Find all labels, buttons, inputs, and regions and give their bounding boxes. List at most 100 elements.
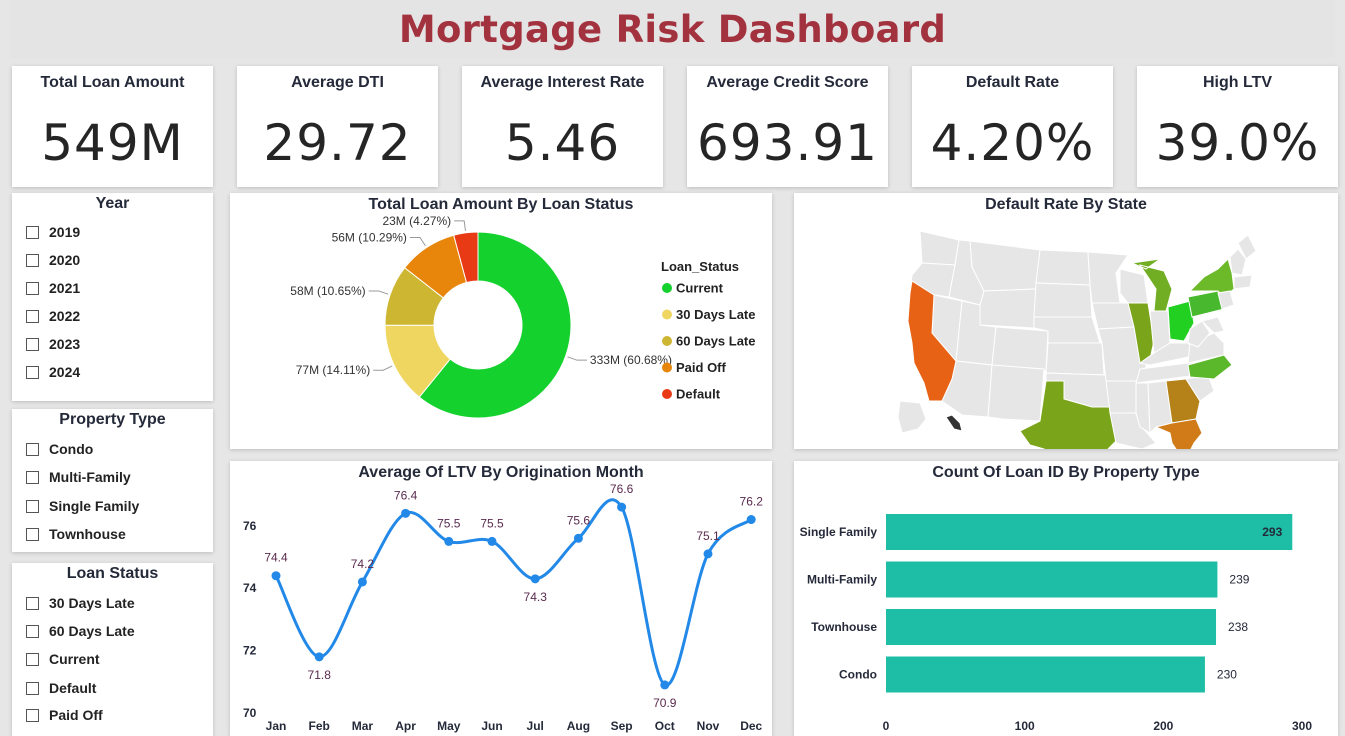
- kpi-card-average-dti[interactable]: Average DTI 29.72: [237, 66, 438, 187]
- checkbox-icon[interactable]: [26, 681, 39, 695]
- property-bar-card[interactable]: Count Of Loan ID By Property Type Single…: [794, 461, 1338, 736]
- kpi-value: 549M: [41, 114, 184, 172]
- ltv-point-feb[interactable]: [314, 652, 324, 662]
- default-rate-map-card[interactable]: Default Rate By State: [794, 193, 1338, 449]
- donut-chart[interactable]: 333M (60.68%) 77M (14.11%) 58M (10.65%) 56M…: [230, 193, 772, 449]
- state-fl[interactable]: [1154, 418, 1203, 449]
- state-md-de[interactable]: [1201, 316, 1225, 334]
- bar-single-family[interactable]: [886, 514, 1293, 550]
- bar-townhouse[interactable]: [886, 609, 1217, 645]
- year-option-2023[interactable]: 2023: [26, 334, 80, 354]
- checkbox-icon[interactable]: [26, 624, 39, 638]
- year-option-2019[interactable]: 2019: [26, 222, 80, 242]
- ltv-line-card[interactable]: Average Of LTV By Origination Month 70 72…: [230, 461, 772, 736]
- checkbox-icon[interactable]: [26, 281, 39, 295]
- property-option-multi-family[interactable]: Multi-Family: [26, 467, 131, 487]
- checkbox-icon[interactable]: [26, 365, 39, 379]
- ltv-line-chart[interactable]: 70 72 74 76 Jan Feb Mar Apr May Jun Jul Aug Sep Oct N…: [230, 461, 772, 736]
- state-oh[interactable]: [1167, 300, 1195, 342]
- us-state-map[interactable]: [794, 193, 1338, 449]
- legend-marker: [662, 362, 672, 373]
- state-co[interactable]: [991, 326, 1049, 372]
- checkbox-icon[interactable]: [26, 499, 39, 513]
- checkbox-icon[interactable]: [26, 470, 39, 484]
- checkbox-icon[interactable]: [26, 309, 39, 323]
- ltv-point-oct[interactable]: [660, 680, 670, 690]
- state-vt-nh[interactable]: [1229, 248, 1247, 276]
- ltv-point-sep[interactable]: [617, 502, 627, 512]
- legend-item-60-days-late[interactable]: 60 Days Late: [676, 334, 756, 349]
- donut-slice-default[interactable]: [453, 231, 479, 284]
- state-nm[interactable]: [987, 364, 1045, 422]
- property-option-condo[interactable]: Condo: [26, 439, 93, 459]
- property-option-single-family[interactable]: Single Family: [26, 496, 139, 516]
- ltv-point-jan[interactable]: [271, 571, 281, 581]
- bar-multi-family[interactable]: [886, 561, 1218, 598]
- donut-leader-line: [373, 365, 393, 371]
- state-tx[interactable]: [1019, 380, 1117, 449]
- ltv-point-jul[interactable]: [530, 574, 540, 584]
- year-option-2021[interactable]: 2021: [26, 278, 80, 298]
- state-ma-ct[interactable]: [1233, 274, 1253, 290]
- status-option-30-days-late[interactable]: 30 Days Late: [26, 593, 135, 613]
- ltv-point-mar[interactable]: [357, 577, 367, 587]
- state-ar[interactable]: [1105, 380, 1141, 414]
- checkbox-icon[interactable]: [26, 225, 39, 239]
- checkbox-icon[interactable]: [26, 442, 39, 456]
- ltv-point-nov[interactable]: [703, 549, 713, 559]
- state-ks[interactable]: [1045, 342, 1105, 376]
- year-option-2020[interactable]: 2020: [26, 250, 80, 270]
- checkbox-icon[interactable]: [26, 708, 39, 722]
- state-ak[interactable]: [897, 400, 927, 434]
- status-option-paid-off[interactable]: Paid Off: [26, 705, 103, 725]
- state-mt[interactable]: [969, 240, 1041, 292]
- state-wv[interactable]: [1187, 320, 1211, 348]
- state-sd[interactable]: [1033, 282, 1093, 318]
- checkbox-icon[interactable]: [26, 652, 39, 666]
- kpi-card-total-loan-amount[interactable]: Total Loan Amount 549M: [12, 66, 213, 187]
- kpi-card-average-interest-rate[interactable]: Average Interest Rate 5.46: [462, 66, 663, 187]
- status-option-default[interactable]: Default: [26, 678, 96, 698]
- slicer-title: Year: [95, 195, 130, 212]
- donut-slice-current[interactable]: [418, 231, 572, 419]
- state-me[interactable]: [1237, 234, 1257, 260]
- legend-item-default[interactable]: Default: [676, 387, 721, 402]
- ltv-point-apr[interactable]: [401, 508, 411, 518]
- state-wy[interactable]: [979, 288, 1037, 329]
- ltv-point-dec[interactable]: [746, 515, 756, 525]
- year-option-2022[interactable]: 2022: [26, 306, 80, 326]
- kpi-card-average-credit-score[interactable]: Average Credit Score 693.91: [687, 66, 888, 187]
- checkbox-icon[interactable]: [26, 596, 39, 610]
- state-ms[interactable]: [1135, 382, 1151, 434]
- state-ca[interactable]: [907, 280, 957, 402]
- status-option-current[interactable]: Current: [26, 649, 100, 669]
- state-hi[interactable]: [945, 414, 963, 432]
- state-ia[interactable]: [1091, 302, 1135, 330]
- state-nj[interactable]: [1217, 290, 1235, 310]
- state-ga[interactable]: [1165, 378, 1201, 424]
- state-wi[interactable]: [1119, 268, 1149, 304]
- kpi-card-default-rate[interactable]: Default Rate 4.20%: [912, 66, 1113, 187]
- state-pa[interactable]: [1187, 290, 1225, 318]
- x-tick-label: Jul: [527, 719, 544, 733]
- checkbox-icon[interactable]: [26, 337, 39, 351]
- ltv-point-aug[interactable]: [573, 533, 583, 543]
- state-wa[interactable]: [919, 230, 960, 266]
- legend-item-current[interactable]: Current: [676, 281, 724, 296]
- visual-title: Default Rate By State: [985, 196, 1147, 213]
- status-option-60-days-late[interactable]: 60 Days Late: [26, 621, 135, 641]
- state-nd[interactable]: [1035, 249, 1091, 286]
- checkbox-icon[interactable]: [26, 527, 39, 541]
- property-option-townhouse[interactable]: Townhouse: [26, 524, 126, 544]
- year-option-2024[interactable]: 2024: [26, 362, 80, 382]
- bar-condo[interactable]: [886, 656, 1205, 693]
- ltv-point-may[interactable]: [444, 536, 454, 546]
- legend-item-30-days-late[interactable]: 30 Days Late: [676, 307, 756, 322]
- legend-item-paid-off[interactable]: Paid Off: [676, 360, 727, 375]
- option-label: 30 Days Late: [49, 595, 135, 611]
- kpi-card-high-ltv[interactable]: High LTV 39.0%: [1137, 66, 1338, 187]
- ltv-point-jun[interactable]: [487, 536, 497, 546]
- checkbox-icon[interactable]: [26, 253, 39, 267]
- property-bar-chart[interactable]: Single FamilyMulti-FamilyTownhouseCondo …: [794, 461, 1338, 736]
- loan-status-donut-card[interactable]: Total Loan Amount By Loan Status 333M (6…: [230, 193, 772, 449]
